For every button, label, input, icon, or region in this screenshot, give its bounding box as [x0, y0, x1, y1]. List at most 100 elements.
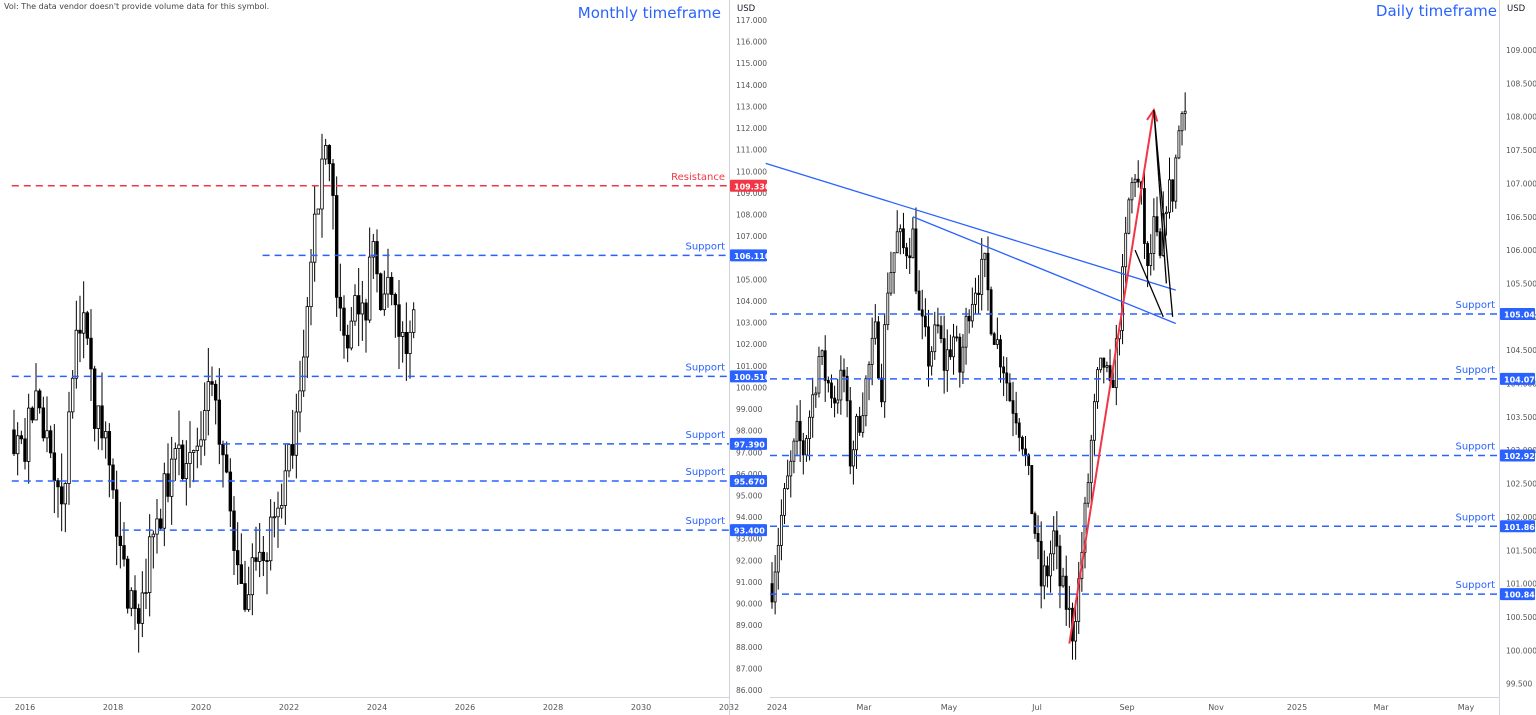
candle-up — [930, 351, 934, 367]
candle-down — [939, 325, 943, 339]
daily-chart-pane[interactable]: USD 99.500 100.000 100.500 101.000 101.500 102… — [765, 0, 1536, 715]
candle-up — [386, 276, 390, 295]
candle-up — [789, 460, 793, 477]
price-tag-background — [730, 179, 767, 192]
candle-up — [320, 158, 324, 210]
candle-up — [1042, 565, 1046, 587]
x-tick-label: 2016 — [15, 703, 35, 712]
price-tag-background — [1500, 372, 1535, 385]
y-tick-label: 109.000 — [736, 189, 767, 198]
x-tick-label: Mar — [1373, 703, 1389, 712]
y-tick-label: 97.000 — [736, 448, 762, 457]
candle-down — [1158, 231, 1162, 256]
candle-up — [250, 557, 255, 596]
candle-down — [41, 407, 46, 439]
candle-up — [1092, 401, 1096, 441]
y-tick-label: 105.000 — [736, 275, 767, 284]
y-tick-label: 107.000 — [1506, 179, 1536, 188]
candle-down — [914, 228, 918, 292]
candle-up — [805, 438, 808, 456]
candle-down — [89, 337, 93, 370]
x-tick-label: 2024 — [367, 703, 387, 712]
x-tick-label: 2025 — [1287, 703, 1307, 712]
candle-down — [213, 383, 218, 401]
candle-down — [210, 381, 214, 385]
candle-up — [81, 312, 86, 334]
price-tag: 100.510 — [734, 373, 771, 382]
price-tag: 109.330 — [734, 182, 771, 191]
candle-down — [107, 431, 112, 466]
candle-down — [942, 338, 946, 371]
candle-up — [272, 516, 277, 519]
candle-down — [30, 407, 35, 421]
candle-down — [345, 334, 350, 349]
price-tag-background — [730, 249, 767, 262]
y-tick-label: 108.000 — [1506, 113, 1536, 122]
y-tick-label: 101.000 — [1506, 580, 1536, 589]
candle-up — [70, 377, 75, 413]
candle-down — [52, 452, 57, 482]
candle-up — [1049, 553, 1052, 577]
candle-down — [923, 315, 927, 328]
candle-up — [792, 440, 796, 462]
candle-down — [389, 276, 394, 295]
candle-up — [817, 356, 821, 394]
candle-up — [191, 450, 196, 453]
candle-up — [980, 258, 984, 295]
y-tick-label: 86.000 — [736, 686, 762, 695]
candle-up — [861, 415, 865, 433]
x-tick-label: May — [941, 703, 958, 712]
candle-up — [820, 350, 824, 357]
candle-up — [1096, 369, 1099, 403]
support-level-label: Support — [1455, 365, 1495, 376]
candle-down — [1146, 243, 1149, 267]
monthly-chart-pane[interactable]: USD 86.000 87.000 88.000 89.000 90.000 91.000 9… — [0, 0, 771, 715]
candle-up — [983, 252, 987, 260]
support-level-label: Support — [685, 362, 725, 373]
y-tick-label: 102.500 — [1506, 480, 1536, 489]
candle-down — [917, 290, 921, 311]
candle-up — [870, 337, 874, 365]
candle-up — [367, 256, 372, 321]
red-arrow-line — [1068, 109, 1155, 644]
trendline — [765, 162, 1176, 291]
candle-up — [1105, 365, 1109, 368]
candle-down — [78, 329, 82, 334]
candle-up — [1180, 113, 1184, 132]
candle-up — [353, 295, 357, 322]
support-level-label: Support — [685, 516, 725, 527]
candle-up — [268, 516, 273, 562]
candle-up — [773, 571, 777, 603]
candle-down — [59, 486, 64, 505]
candle-up — [995, 339, 999, 345]
candle-down — [235, 550, 240, 566]
y-tick-label: 103.000 — [736, 319, 767, 328]
candle-down — [908, 255, 912, 259]
y-tick-label: 111.000 — [736, 146, 767, 155]
y-tick-label: 114.000 — [736, 81, 767, 90]
candle-up — [952, 336, 955, 358]
candle-down — [1136, 178, 1140, 183]
candle-down — [56, 480, 60, 488]
candle-down — [261, 551, 266, 561]
candle-down — [798, 420, 802, 442]
candle-down — [842, 369, 846, 377]
candle-up — [1164, 211, 1168, 215]
x-tick-label: 2026 — [455, 703, 475, 712]
price-tag: 93.400 — [734, 527, 765, 536]
price-tag-background — [1500, 308, 1535, 321]
candle-down — [830, 382, 833, 399]
candle-down — [770, 583, 774, 603]
candle-up — [795, 420, 799, 442]
candle-up — [26, 407, 31, 462]
price-tag-background — [730, 524, 767, 537]
candle-down — [217, 399, 222, 445]
candle-up — [889, 272, 893, 294]
candle-up — [883, 324, 887, 403]
y-tick-label: 88.000 — [736, 643, 762, 652]
candle-up — [1086, 482, 1090, 504]
currency-label: USD — [737, 4, 756, 14]
candle-up — [276, 507, 280, 518]
candle-up — [779, 514, 783, 546]
